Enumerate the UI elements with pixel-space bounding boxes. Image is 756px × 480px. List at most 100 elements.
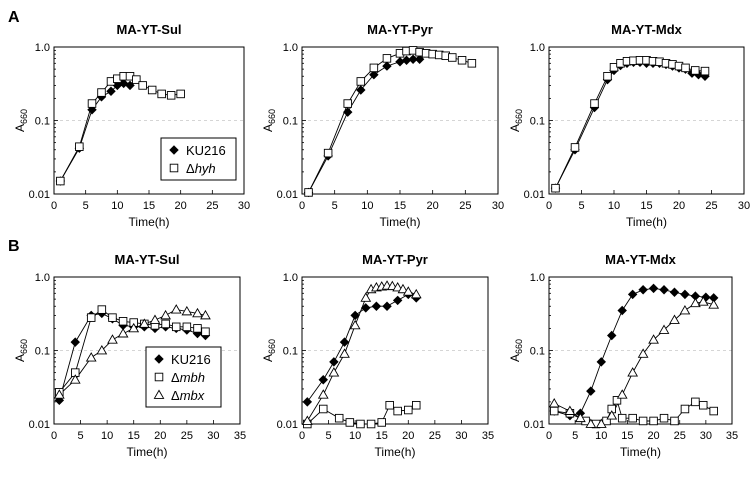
data-point <box>570 143 580 152</box>
data-point <box>343 107 353 117</box>
chart-3: MA-YT-Mdx 0.01 0.1 1.0 0 5 10 15 20 25 30 Time(h) A6… <box>508 22 750 229</box>
data-point <box>361 303 371 313</box>
data-point <box>128 322 140 333</box>
data-point <box>595 418 607 428</box>
x-tick-label: 20 <box>154 430 166 442</box>
x-tick-label: 30 <box>492 200 504 212</box>
data-point <box>648 283 659 294</box>
x-tick-label: 35 <box>234 430 246 442</box>
x-tick-label: 20 <box>647 430 659 442</box>
data-point <box>617 413 627 423</box>
chart-title: MA-YT-Pyr <box>367 22 433 37</box>
y-tick-label: 0.01 <box>524 419 545 431</box>
data-point <box>69 374 81 384</box>
x-tick-label: 0 <box>51 430 57 442</box>
y-axis-label-main: A <box>13 124 27 132</box>
data-point <box>551 183 560 193</box>
legend-marker <box>169 145 179 155</box>
data-point <box>670 416 679 426</box>
data-point <box>457 56 467 65</box>
x-tick-label: 10 <box>111 200 123 212</box>
data-point <box>132 75 141 84</box>
data-point <box>691 66 700 75</box>
data-point <box>395 57 405 67</box>
data-point <box>160 309 171 320</box>
data-point <box>161 319 170 329</box>
data-point <box>574 412 586 423</box>
data-point <box>617 305 627 316</box>
chart-title: MA-YT-Sul <box>115 252 180 267</box>
x-axis-label: Time(h) <box>375 445 416 459</box>
data-point <box>602 416 611 426</box>
data-point <box>356 419 365 429</box>
data-point <box>319 404 328 414</box>
data-point <box>691 397 700 407</box>
x-tick-label: 10 <box>361 200 373 212</box>
x-tick-label: 30 <box>738 200 750 212</box>
y-tick-label: 0.1 <box>530 346 545 358</box>
data-point <box>170 304 182 314</box>
x-tick-label: 5 <box>78 430 84 442</box>
data-point <box>304 188 313 197</box>
x-tick-label: 25 <box>705 200 717 212</box>
data-point <box>328 367 340 377</box>
data-point <box>669 314 680 324</box>
chart-title: MA-YT-Sul <box>117 22 182 37</box>
data-point <box>627 289 638 300</box>
data-point <box>659 413 669 423</box>
data-point <box>117 328 129 338</box>
y-axis-label-subscript: 660 <box>267 109 277 124</box>
data-point <box>343 99 352 108</box>
x-tick-label: 25 <box>181 430 193 442</box>
data-point <box>192 307 203 318</box>
panel-label-a: A <box>8 9 20 26</box>
y-tick-label: 0.01 <box>29 189 50 201</box>
data-point <box>467 59 477 68</box>
x-tick-label: 0 <box>546 430 552 442</box>
y-tick-label: 0.01 <box>277 419 298 431</box>
legend-delta: Δ <box>171 388 180 403</box>
x-axis-label: Time(h) <box>127 445 168 459</box>
data-point <box>360 292 372 302</box>
data-point <box>549 406 559 416</box>
series-line <box>554 287 714 417</box>
y-axis-label: A660 <box>261 339 277 362</box>
data-point <box>638 285 648 295</box>
y-axis-label-main: A <box>508 124 522 132</box>
data-point <box>402 286 414 296</box>
series-line <box>555 59 706 189</box>
data-point <box>53 389 65 399</box>
x-tick-label: 35 <box>726 430 738 442</box>
chart-title: MA-YT-Pyr <box>362 252 428 267</box>
y-tick-label: 1.0 <box>530 272 545 284</box>
data-point <box>182 322 192 332</box>
x-tick-label: 15 <box>394 200 406 212</box>
data-point <box>385 400 394 410</box>
y-tick-label: 0.1 <box>35 346 50 358</box>
y-axis-label-subscript: 660 <box>514 109 524 124</box>
x-tick-label: 0 <box>299 430 305 442</box>
x-tick-label: 20 <box>673 200 685 212</box>
y-tick-label: 0.01 <box>524 189 545 201</box>
x-tick-label: 5 <box>83 200 89 212</box>
data-point <box>627 367 639 377</box>
x-tick-label: 5 <box>326 430 332 442</box>
x-tick-label: 20 <box>402 430 414 442</box>
legend-delta: Δ <box>186 161 195 176</box>
x-tick-label: 30 <box>238 200 250 212</box>
data-point <box>369 69 379 80</box>
data-point <box>108 313 117 322</box>
chart-4: MA-YT-Sul 0.01 0.1 1.0 0 5 10 15 20 25 30 35 Time(h)… <box>13 252 246 459</box>
data-point <box>356 85 366 95</box>
chart-5: MA-YT-Pyr 0.01 0.1 1.0 0 5 10 15 20 25 30 35 Time(h)… <box>261 252 494 459</box>
legend-marker <box>154 354 164 364</box>
data-point <box>70 337 80 347</box>
y-tick-label: 0.01 <box>277 189 298 201</box>
data-point <box>612 396 622 405</box>
y-tick-label: 1.0 <box>35 272 50 284</box>
data-point <box>193 324 202 333</box>
x-tick-label: 5 <box>572 430 578 442</box>
data-point <box>448 53 457 62</box>
x-tick-label: 5 <box>578 200 584 212</box>
